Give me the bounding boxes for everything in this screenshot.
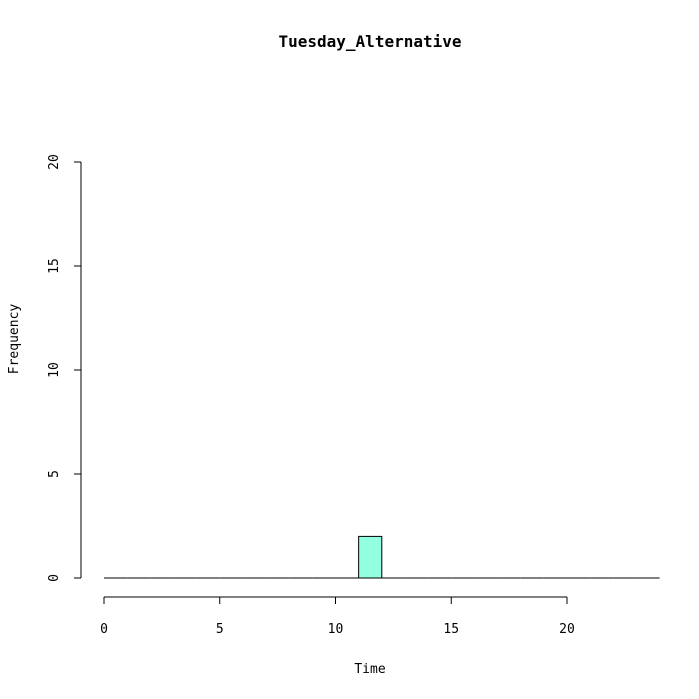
y-tick-label: 15 [47, 258, 62, 274]
y-tick-label: 5 [47, 470, 62, 478]
histogram-bar [358, 535, 383, 579]
chart-title: Tuesday_Alternative [278, 32, 461, 51]
x-tick-label: 15 [443, 622, 459, 637]
x-axis-label: Time [354, 662, 385, 677]
y-tick-label: 0 [47, 574, 62, 582]
y-axis: 0 5 10 15 20 [47, 154, 82, 582]
bars-group [104, 535, 660, 579]
x-axis: 0 5 10 15 20 [100, 596, 575, 637]
y-axis-label: Frequency [7, 304, 22, 375]
x-tick-label: 0 [100, 622, 108, 637]
x-tick-label: 20 [559, 622, 575, 637]
x-tick-label: 10 [328, 622, 344, 637]
y-tick-label: 10 [47, 362, 62, 378]
x-tick-label: 5 [216, 622, 224, 637]
y-tick-label: 20 [47, 154, 62, 170]
